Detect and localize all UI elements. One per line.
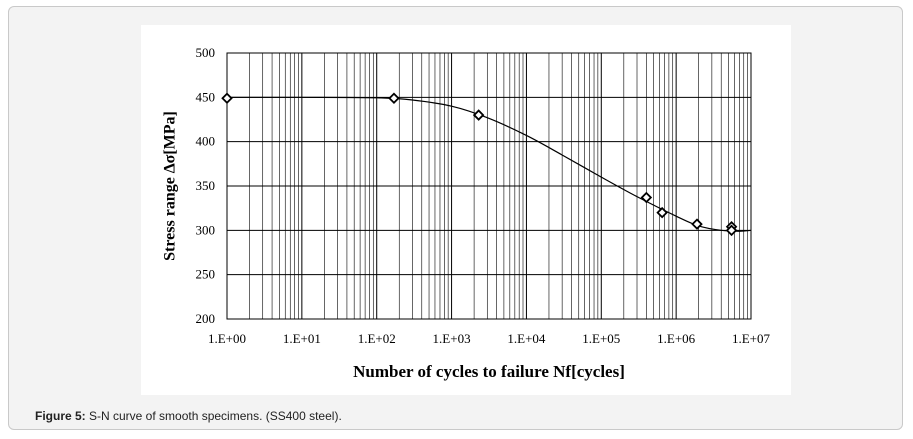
caption-label: Figure 5:	[35, 409, 86, 423]
y-tick-label: 400	[196, 134, 216, 149]
x-tick-label: 1.E+00	[208, 331, 246, 346]
data-point-marker	[691, 218, 703, 230]
x-tick-label: 1.E+05	[582, 331, 620, 346]
data-point-marker	[725, 224, 738, 237]
x-tick-labels: 1.E+00 1.E+01 1.E+02 1.E+03 1.E+04 1.E+05 1.E+…	[208, 331, 771, 346]
figure-caption: Figure 5: S-N curve of smooth specimens.…	[35, 409, 342, 423]
y-tick-label: 450	[196, 89, 216, 104]
data-point-marker	[221, 92, 233, 104]
chart-container: 200 250 300 350 400 450 500 1.E+00 1.E+01 1.E+02…	[141, 25, 791, 395]
x-tick-label: 1.E+04	[507, 331, 546, 346]
sn-curve-chart: 200 250 300 350 400 450 500 1.E+00 1.E+01 1.E+02…	[162, 45, 771, 381]
major-gridlines	[226, 52, 752, 320]
x-tick-label: 1.E+07	[732, 331, 771, 346]
y-axis-label: Stress range ∆σ[MPa]	[162, 111, 179, 261]
y-tick-label: 200	[196, 311, 216, 326]
data-points	[221, 92, 738, 237]
fit-curve-line	[226, 96, 752, 232]
x-tick-label: 1.E+03	[433, 331, 471, 346]
y-tick-label: 500	[196, 45, 216, 60]
y-tick-labels: 200 250 300 350 400 450 500	[196, 45, 216, 326]
x-tick-label: 1.E+02	[358, 331, 396, 346]
y-tick-label: 350	[196, 178, 216, 193]
x-tick-label: 1.E+06	[657, 331, 696, 346]
y-tick-label: 250	[196, 267, 216, 282]
plot-area-border	[226, 52, 752, 320]
data-point-marker	[656, 206, 668, 219]
x-tick-label: 1.E+01	[283, 331, 321, 346]
x-axis-label: Number of cycles to failure Nf[cycles]	[353, 362, 625, 381]
y-tick-label: 300	[196, 222, 216, 237]
data-point-marker	[472, 109, 485, 121]
figure-frame: 200 250 300 350 400 450 500 1.E+00 1.E+01 1.E+02…	[8, 6, 903, 430]
data-point-marker	[388, 92, 400, 104]
data-point-marker	[640, 191, 653, 204]
caption-text: S-N curve of smooth specimens. (SS400 st…	[85, 409, 342, 423]
